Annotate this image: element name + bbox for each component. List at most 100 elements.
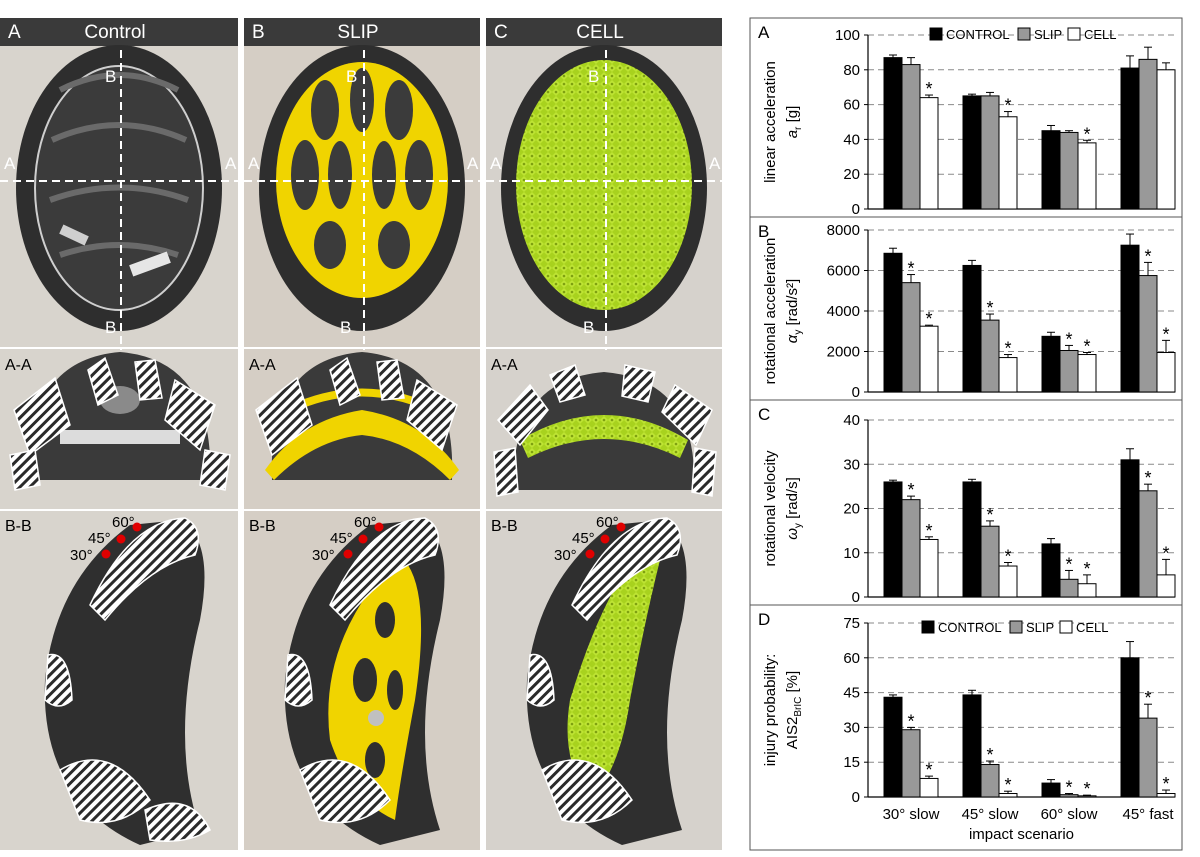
significance-marker: * — [1162, 324, 1169, 344]
significance-marker: * — [1162, 774, 1169, 794]
significance-marker: * — [1004, 775, 1011, 795]
bar-control — [1120, 244, 1140, 393]
legend-entry: SLIP — [1034, 27, 1062, 42]
marker-45 — [358, 534, 368, 544]
y-tick-label: 45 — [843, 685, 860, 702]
cut-label-a-left: A — [490, 154, 502, 173]
cut-label-a-right: A — [467, 154, 479, 173]
bar-cell — [1077, 583, 1097, 598]
angle-label-30: 30° — [554, 547, 577, 564]
legend-swatch — [1067, 27, 1081, 41]
bar-control — [962, 264, 982, 393]
significance-marker: * — [1004, 546, 1011, 566]
y-tick-label: 15 — [843, 754, 860, 771]
bar-slip — [1059, 131, 1079, 210]
y-tick-label: 100 — [835, 27, 860, 44]
bar-cell — [919, 97, 939, 210]
significance-marker: * — [925, 79, 932, 99]
bar-slip — [1138, 58, 1158, 210]
legend-entry: CONTROL — [938, 620, 1002, 635]
significance-marker: * — [1144, 246, 1151, 266]
helmet-front-section-photo — [255, 352, 459, 480]
significance-marker: * — [925, 309, 932, 329]
helmet-front-section-photo — [493, 364, 717, 497]
y-axis-label: rotational acceleration — [762, 238, 779, 385]
chart-panel-letter: B — [758, 222, 769, 241]
chart-panel-c: C 0 10 20 30 40 rotational velocity ωy [rad/s] *… — [749, 399, 1183, 606]
y-axis-label: linear acceleration — [762, 61, 779, 183]
y-axis-label: injury probability: — [762, 654, 779, 767]
cut-label-b-bottom: B — [340, 318, 351, 337]
significance-marker: * — [1083, 337, 1090, 357]
section-label-aa: A-A — [5, 357, 32, 374]
helmet-top-view-photo — [501, 45, 707, 331]
panel-title: SLIP — [337, 22, 378, 43]
significance-marker: * — [986, 505, 993, 525]
cut-label-b-top: B — [346, 67, 357, 86]
cut-label-b-bottom: B — [583, 318, 594, 337]
panel-title: CELL — [576, 22, 624, 43]
significance-marker: * — [1144, 468, 1151, 488]
bar-slip — [1059, 578, 1079, 598]
marker-45 — [600, 534, 610, 544]
significance-marker: * — [986, 745, 993, 765]
marker-45 — [116, 534, 126, 544]
angle-label-60: 60° — [354, 514, 377, 531]
significance-marker: * — [907, 711, 914, 731]
angle-label-45: 45° — [330, 530, 353, 547]
y-tick-label: 8000 — [827, 222, 860, 239]
y-tick-label: 30 — [843, 719, 860, 736]
significance-marker: * — [925, 760, 932, 780]
legend-swatch — [921, 620, 935, 634]
chart-panel-letter: D — [758, 610, 770, 629]
significance-marker: * — [1083, 559, 1090, 579]
legend-swatch — [929, 27, 943, 41]
helmet-side-section-photo — [284, 517, 445, 845]
y-tick-label: 20 — [843, 501, 860, 518]
photo-column-control: A Control A A B B A-A — [0, 18, 238, 850]
bar-control — [883, 252, 903, 393]
cut-label-a-right: A — [225, 154, 237, 173]
y-tick-label: 10 — [843, 545, 860, 562]
significance-marker: * — [986, 298, 993, 318]
bar-cell — [998, 357, 1018, 393]
marker-30 — [343, 549, 353, 559]
section-label-bb: B-B — [249, 518, 276, 535]
bar-control — [883, 57, 903, 210]
chart-panel-letter: C — [758, 405, 770, 424]
marker-60 — [132, 522, 142, 532]
helmet-front-section-photo — [9, 352, 231, 491]
bar-slip — [980, 525, 1000, 598]
bar-control — [1120, 67, 1140, 210]
photo-column-cell: C CELL A A B B A-A B-B — [486, 18, 722, 850]
bar-slip — [901, 499, 921, 598]
photo-column-slip: B SLIP A A B B A-A — [244, 18, 480, 850]
panel-header — [0, 18, 238, 46]
panel-letter: A — [8, 22, 21, 43]
y-axis-label: rotational velocity — [762, 450, 779, 566]
bar-slip — [1138, 490, 1158, 598]
bar-control — [1041, 335, 1061, 393]
marker-30 — [101, 549, 111, 559]
y-tick-label: 0 — [852, 589, 860, 606]
x-tick-label: 30° slow — [883, 806, 940, 823]
cut-label-b-top: B — [588, 67, 599, 86]
bar-slip — [1138, 717, 1158, 798]
significance-marker: * — [1004, 96, 1011, 116]
y-tick-label: 40 — [843, 412, 860, 429]
helmet-side-section-photo — [44, 517, 211, 845]
bar-control — [962, 95, 982, 210]
chart-panel-a: A 0 20 40 60 80 100 linear acceleration ar [g] * *… — [749, 17, 1183, 218]
significance-marker: * — [1004, 339, 1011, 359]
bar-control — [1041, 130, 1061, 210]
chart-panel-d: D 0 15 30 45 60 75 injury probability: AIS2BrIC … — [749, 604, 1183, 851]
significance-marker: * — [907, 259, 914, 279]
y-axis-label-symbol: AIS2BrIC [%] — [784, 671, 804, 749]
y-tick-label: 60 — [843, 650, 860, 667]
x-tick-label: 45° slow — [962, 806, 1019, 823]
bar-cell — [1156, 352, 1176, 393]
panel-title: Control — [84, 22, 145, 43]
y-tick-label: 2000 — [827, 344, 860, 361]
bar-control — [1120, 459, 1140, 598]
bar-control — [1041, 543, 1061, 598]
